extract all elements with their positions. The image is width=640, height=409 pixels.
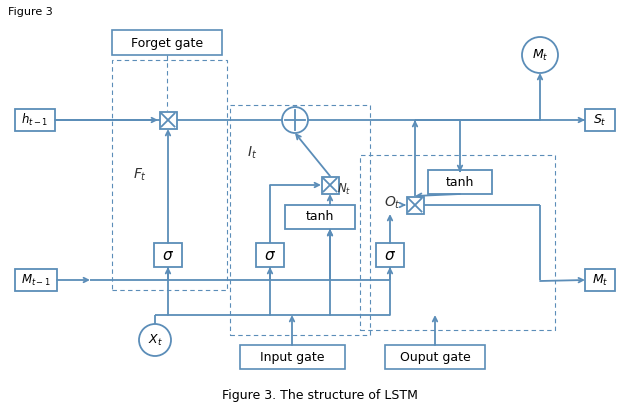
Text: $M_t$: $M_t$ [592,272,608,288]
Bar [159,112,177,128]
Text: $\sigma$: $\sigma$ [162,247,174,263]
Text: $I_t$: $I_t$ [247,145,257,161]
Bar [428,170,492,194]
Circle shape [282,107,308,133]
Text: Forget gate: Forget gate [131,36,203,49]
Text: Figure 3: Figure 3 [8,7,52,17]
Bar [112,60,227,290]
Text: $M_t$: $M_t$ [532,47,548,63]
Text: Ouput gate: Ouput gate [399,351,470,364]
Bar [285,205,355,229]
Bar [385,345,485,369]
Bar [585,109,615,131]
Text: $M_{t-1}$: $M_{t-1}$ [21,272,51,288]
Circle shape [522,37,558,73]
Bar [585,269,615,291]
Bar [360,155,555,330]
Text: $F_t$: $F_t$ [133,167,147,183]
Bar [230,105,370,335]
Text: Figure 3. The structure of LSTM: Figure 3. The structure of LSTM [222,389,418,402]
Bar [112,30,222,55]
Text: Input gate: Input gate [260,351,324,364]
Bar [321,177,339,193]
Bar [154,243,182,267]
Bar [15,109,55,131]
Text: $\sigma$: $\sigma$ [264,247,276,263]
Circle shape [139,324,171,356]
Text: $h_{t-1}$: $h_{t-1}$ [21,112,49,128]
Text: tanh: tanh [446,175,474,189]
Bar [376,243,404,267]
Text: $O_t$: $O_t$ [385,195,401,211]
Text: $X_t$: $X_t$ [148,333,163,348]
Text: tanh: tanh [306,211,334,223]
Bar [256,243,284,267]
Bar [406,196,424,213]
Text: $N_t$: $N_t$ [337,182,351,197]
Bar [240,345,345,369]
Text: $S_t$: $S_t$ [593,112,607,128]
Bar [15,269,57,291]
Text: $\sigma$: $\sigma$ [384,247,396,263]
